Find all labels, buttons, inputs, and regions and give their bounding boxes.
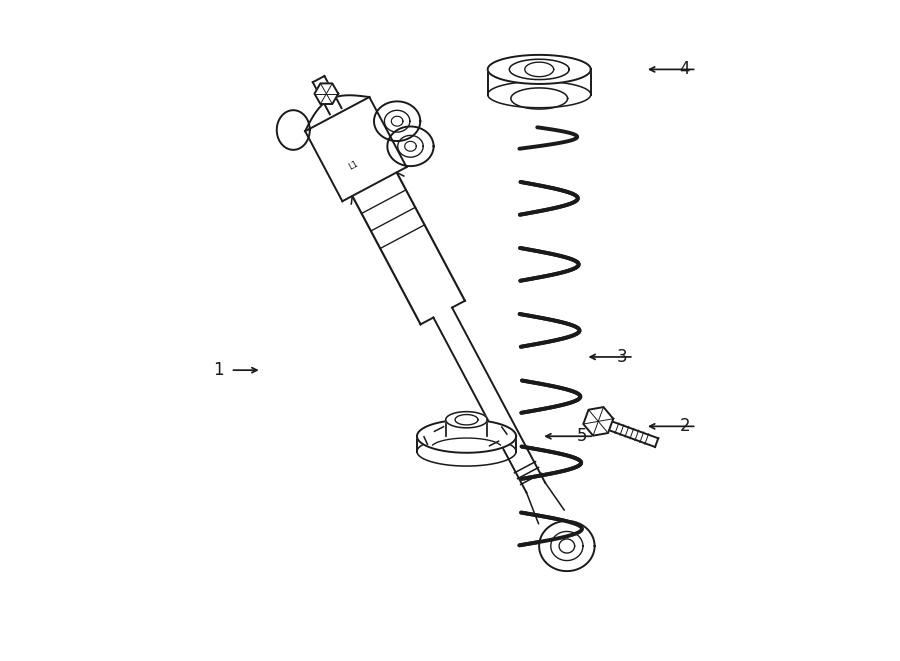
Polygon shape xyxy=(583,407,613,436)
Text: 4: 4 xyxy=(680,60,690,79)
Text: 5: 5 xyxy=(577,427,588,446)
Polygon shape xyxy=(374,101,420,141)
Polygon shape xyxy=(305,97,407,201)
Polygon shape xyxy=(314,83,338,104)
Polygon shape xyxy=(417,437,516,466)
Text: 1: 1 xyxy=(213,361,224,379)
Polygon shape xyxy=(387,126,434,166)
Polygon shape xyxy=(488,55,590,84)
Polygon shape xyxy=(276,110,310,150)
Polygon shape xyxy=(511,88,568,109)
Polygon shape xyxy=(352,173,465,325)
Text: L1: L1 xyxy=(346,159,360,172)
Text: 3: 3 xyxy=(616,348,627,366)
Polygon shape xyxy=(610,422,658,447)
Polygon shape xyxy=(305,95,369,131)
Polygon shape xyxy=(417,420,516,453)
Polygon shape xyxy=(488,81,590,108)
Polygon shape xyxy=(539,521,595,571)
Text: 2: 2 xyxy=(680,417,690,436)
Polygon shape xyxy=(446,412,487,428)
